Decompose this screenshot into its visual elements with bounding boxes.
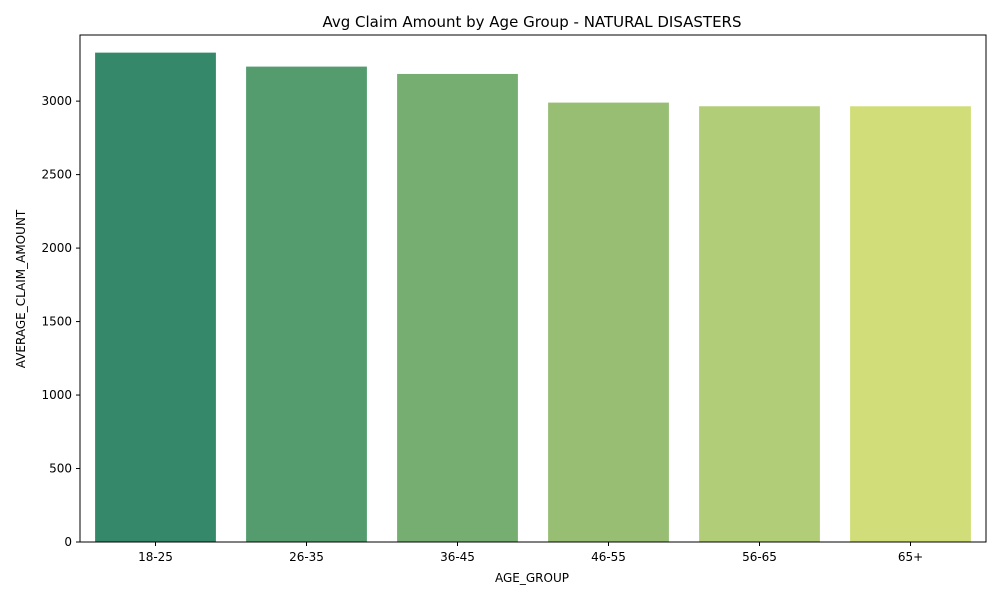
x-tick-label: 65+: [898, 550, 923, 564]
y-tick-label: 2500: [41, 168, 72, 182]
y-tick-label: 1500: [41, 315, 72, 329]
x-tick-label: 56-65: [742, 550, 777, 564]
y-tick-label: 2000: [41, 241, 72, 255]
plot-frame: [79, 34, 987, 543]
x-tick-label: 36-45: [440, 550, 475, 564]
x-tick-label: 18-25: [138, 550, 173, 564]
chart-title: Avg Claim Amount by Age Group - NATURAL …: [322, 13, 741, 31]
bar-18-25: [95, 52, 216, 543]
x-tick-label: 26-35: [289, 550, 324, 564]
y-axis-ticks: 0 500 1000 1500 2000 2500 3000: [41, 94, 80, 549]
bars-layer: [95, 52, 971, 543]
bar-56-65: [699, 106, 820, 542]
x-axis-label: AGE_GROUP: [495, 571, 569, 585]
bar-36-45: [397, 73, 518, 542]
x-axis-ticks: 18-25 26-35 36-45 46-55 56-65 65+: [138, 542, 923, 564]
y-axis-label: AVERAGE_CLAIM_AMOUNT: [14, 209, 28, 368]
y-tick-label: 0: [64, 535, 72, 549]
bar-46-55: [548, 102, 669, 542]
bar-65+: [850, 106, 971, 542]
x-tick-label: 46-55: [591, 550, 626, 564]
y-tick-label: 1000: [41, 388, 72, 402]
y-tick-label: 500: [49, 462, 72, 476]
bar-26-35: [246, 66, 367, 543]
y-tick-label: 3000: [41, 94, 72, 108]
